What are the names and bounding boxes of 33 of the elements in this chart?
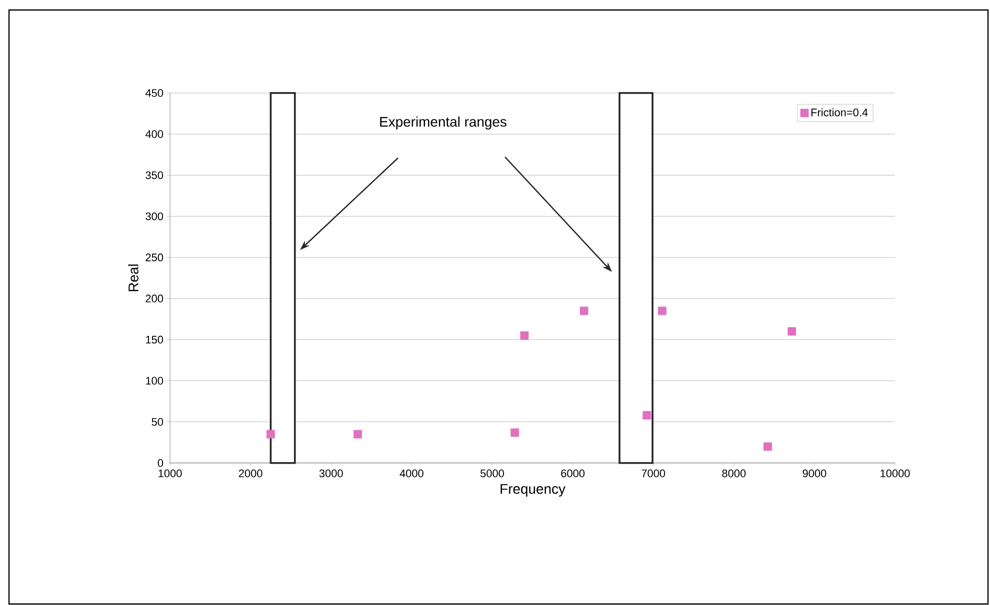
- x-tick-label: 3000: [319, 470, 343, 478]
- annotation: Experimental ranges: [380, 116, 506, 130]
- point: [658, 306, 666, 316]
- x-tick-label: 2000: [238, 470, 262, 478]
- x-axis-title: Frequency: [500, 484, 566, 497]
- x-tick-label: 1000: [158, 470, 182, 478]
- x-tick-label: 4000: [400, 470, 424, 478]
- point: [642, 411, 652, 420]
- y-tick-label: 100: [146, 376, 164, 385]
- x-tick-label: 8000: [722, 470, 746, 478]
- point: [788, 327, 796, 336]
- y-tick-label: 200: [146, 294, 164, 302]
- legend-label: Friction=0.4: [811, 108, 868, 116]
- point: [520, 331, 529, 340]
- y-tick-label: 300: [146, 212, 164, 220]
- y-tick-label: 250: [146, 254, 164, 262]
- point: [354, 430, 362, 438]
- x-tick-label: 6000: [561, 470, 585, 478]
- x-tick-label: 9000: [802, 470, 826, 478]
- point: [580, 306, 588, 316]
- y-tick-label: 50: [152, 418, 164, 426]
- x-tick-label: 7000: [642, 470, 666, 478]
- y-tick-label: 450: [145, 89, 164, 97]
- x-tick-label: 5000: [480, 470, 504, 478]
- point: [764, 442, 772, 451]
- y-axis-title: Real: [128, 264, 138, 292]
- y-tick-label: 350: [146, 171, 164, 180]
- y-tick-label: 0: [158, 459, 164, 467]
- point: [510, 428, 519, 437]
- y-tick-label: 150: [146, 336, 164, 344]
- point: [266, 430, 275, 438]
- x-tick-label: 10000: [880, 470, 910, 478]
- y-tick-label: 400: [145, 130, 164, 138]
